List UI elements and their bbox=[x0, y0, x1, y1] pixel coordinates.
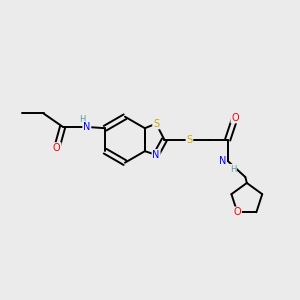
Text: H: H bbox=[79, 115, 85, 124]
Text: O: O bbox=[233, 207, 241, 217]
Text: H: H bbox=[230, 165, 236, 174]
Text: N: N bbox=[152, 150, 160, 160]
Text: O: O bbox=[53, 143, 61, 153]
Text: N: N bbox=[83, 122, 91, 132]
Text: O: O bbox=[231, 112, 239, 123]
Text: S: S bbox=[186, 135, 193, 145]
Text: N: N bbox=[219, 156, 226, 166]
Text: S: S bbox=[153, 118, 159, 129]
